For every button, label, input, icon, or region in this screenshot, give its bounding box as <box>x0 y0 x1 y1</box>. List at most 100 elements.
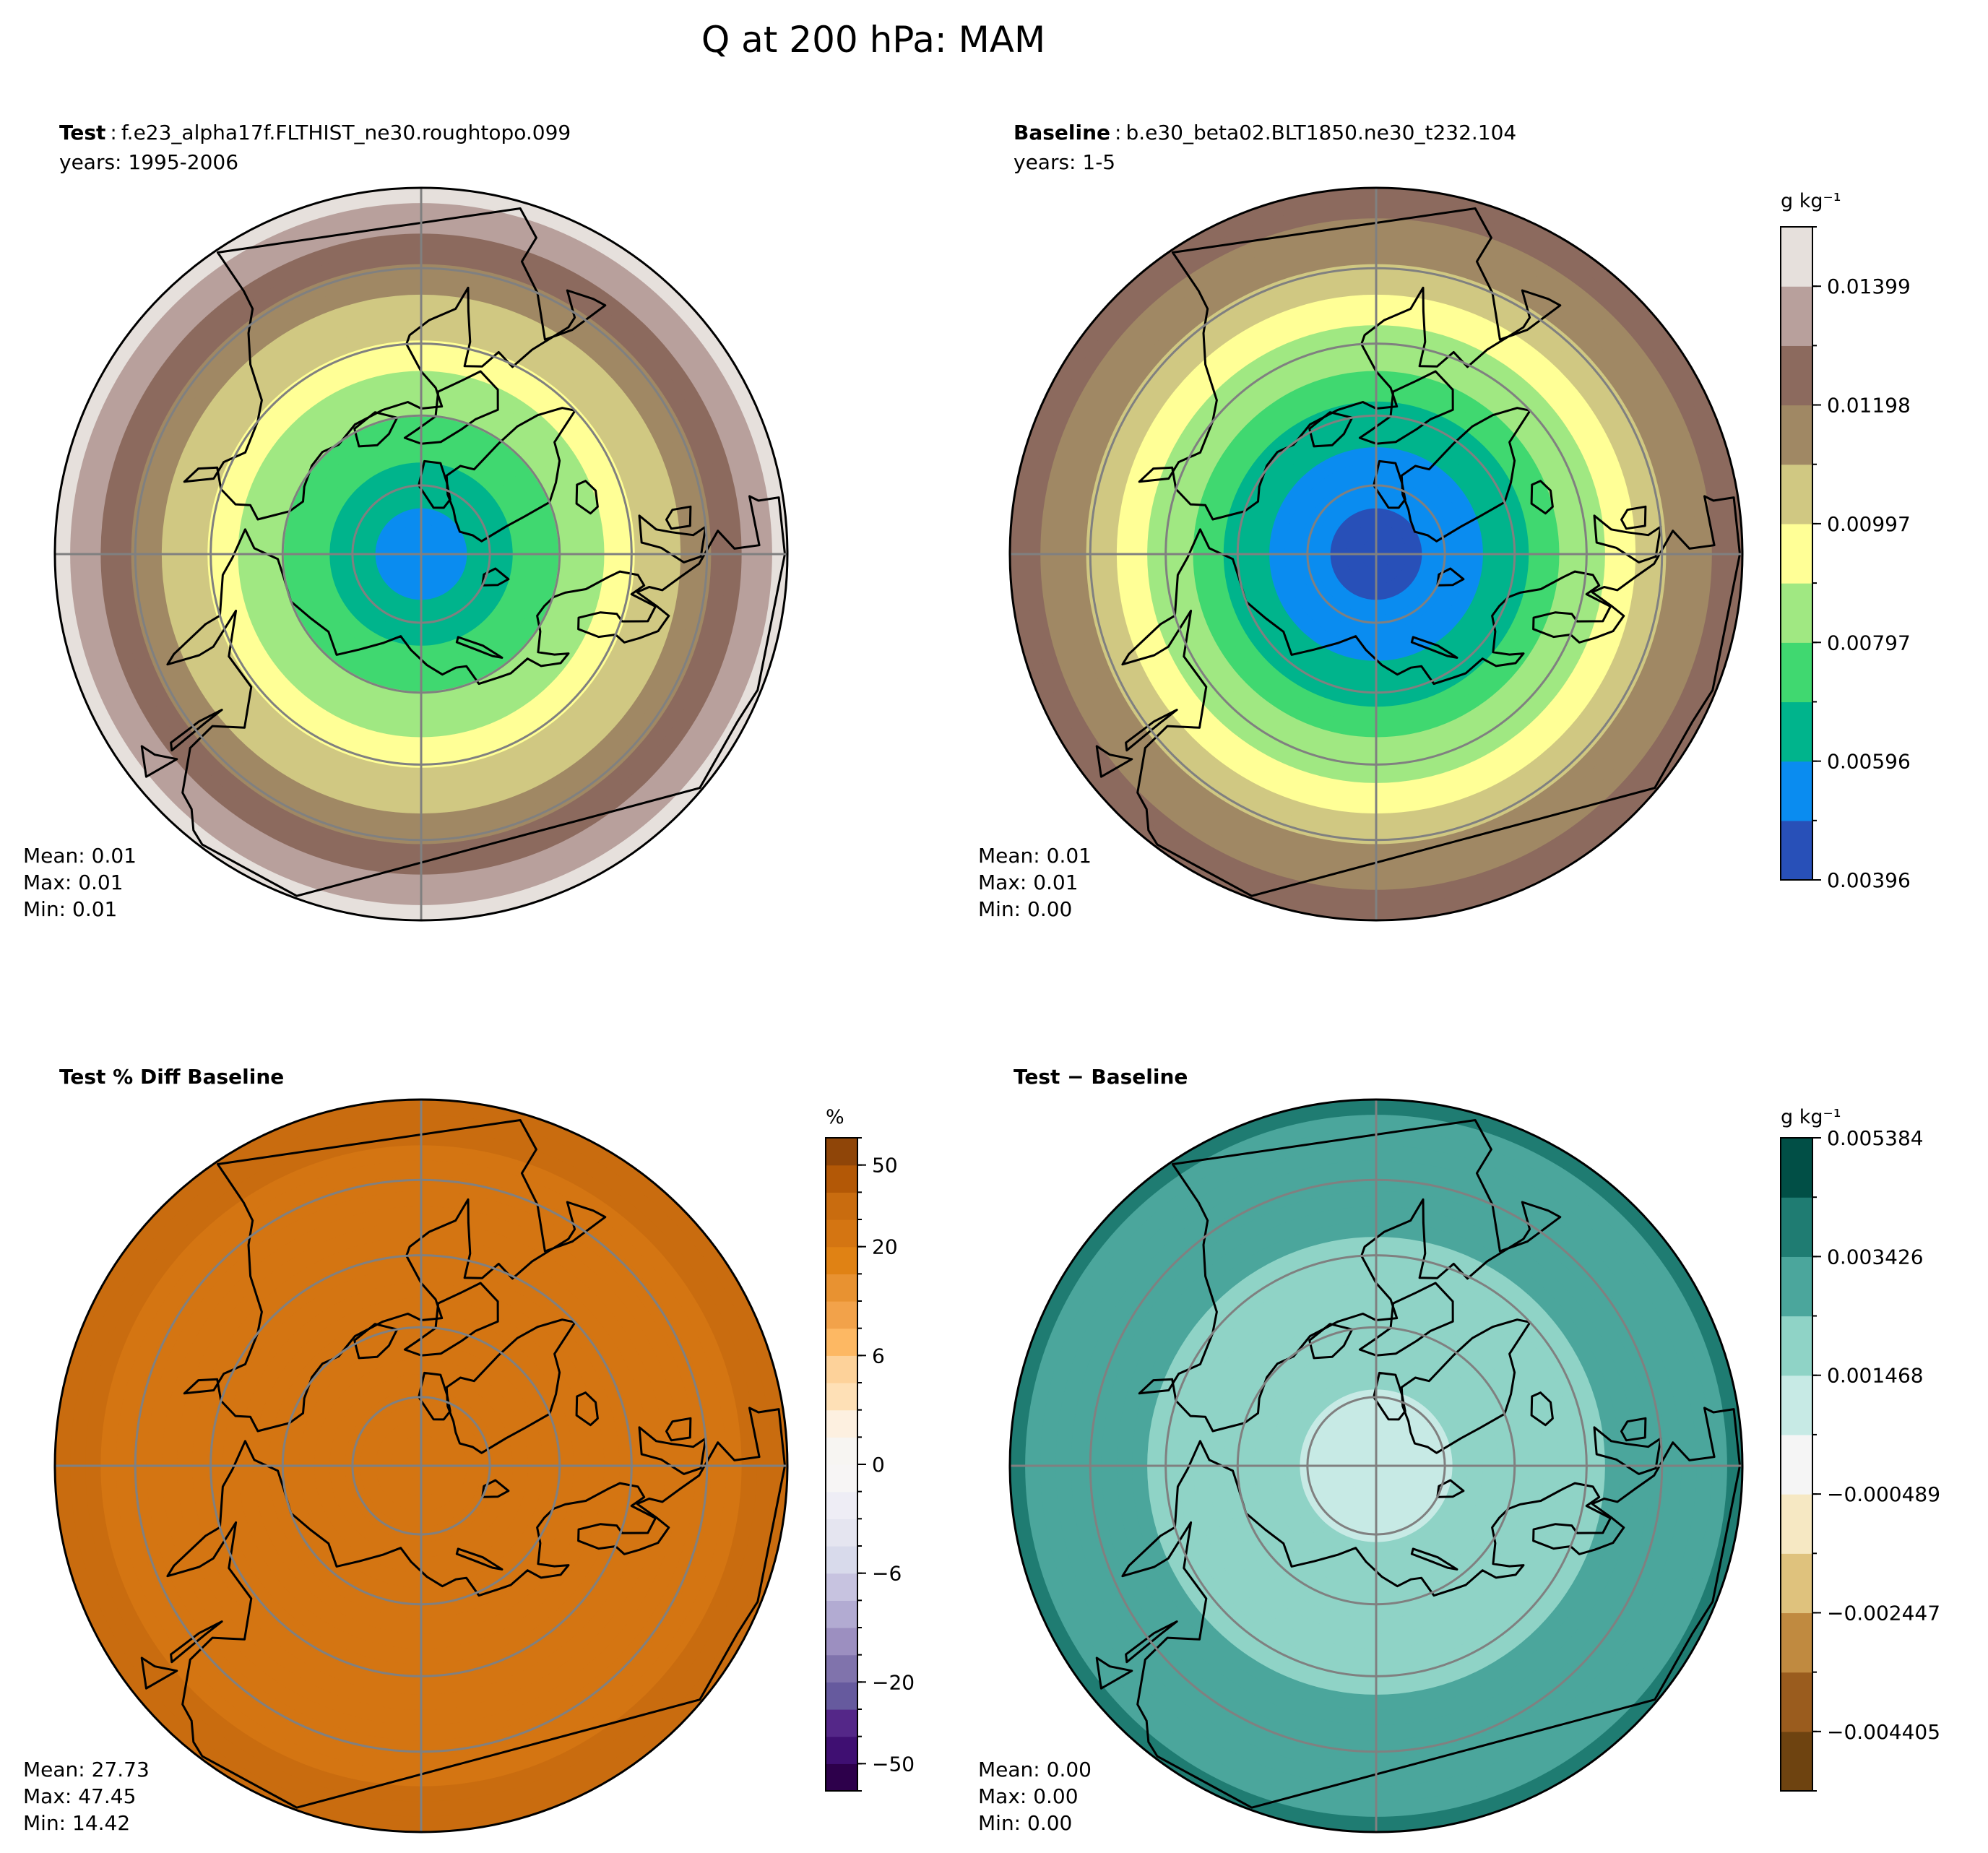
colorbar-tick-label: 6 <box>872 1344 885 1368</box>
coastline <box>1593 1426 1662 1475</box>
colorbar-swatch <box>826 1491 857 1519</box>
coastline <box>1095 745 1133 778</box>
colorbar-swatch <box>826 1573 857 1601</box>
colorbar-swatch <box>826 1383 857 1411</box>
colorbar-pct-diff: −50 −20 −6 0 6 20 50% <box>825 1106 915 1792</box>
colorbar-swatch <box>1781 1553 1812 1614</box>
map-contour-fill <box>53 1098 789 1833</box>
coastline <box>455 1547 504 1571</box>
colorbar-tick-label: 0.003426 <box>1827 1245 1924 1269</box>
coastline <box>1530 1391 1554 1427</box>
panel-title: Test − Baseline <box>1014 1065 1188 1089</box>
colorbar-unit: % <box>826 1106 844 1128</box>
panel-title: Baseline: b.e30_beta02.BLT1850.ne30_t232.… <box>1014 121 1516 144</box>
coastline <box>445 1318 576 1454</box>
colorbar-swatch <box>1781 1672 1812 1732</box>
colorbar-tick-label: −50 <box>872 1752 915 1776</box>
coastline <box>140 745 178 778</box>
coastline <box>1593 514 1662 563</box>
colorbar-swatch <box>1781 286 1812 346</box>
colorbar-swatch <box>1781 405 1812 465</box>
map-contour-fill <box>1008 1098 1744 1833</box>
colorbar-tick-label: 0.00396 <box>1827 868 1911 892</box>
coastline <box>1620 505 1647 530</box>
coastline <box>1138 207 1562 521</box>
coastline <box>445 407 576 543</box>
colorbar-swatch <box>1781 701 1812 762</box>
coastline <box>183 1119 607 1433</box>
colorbar-swatch <box>1781 464 1812 524</box>
colorbar-swatch <box>826 1219 857 1248</box>
map-boundary <box>1008 186 1744 922</box>
colorbar-swatch <box>1781 1197 1812 1257</box>
coastline <box>481 567 510 587</box>
colorbar-swatch <box>1781 1612 1812 1673</box>
colorbar-swatch <box>1781 523 1812 584</box>
map-contour-fill <box>53 186 789 922</box>
panel-abs-diff: Test − Baseline Mean: 0.00 Max: 0.00 Min… <box>978 1065 1940 1835</box>
panel-title-sep: : <box>1115 121 1121 144</box>
colorbar-swatch <box>1781 1375 1812 1435</box>
coastline <box>638 514 707 563</box>
coastline <box>1400 1318 1531 1454</box>
map-boundary <box>53 1098 789 1833</box>
colorbar-unit: g kg⁻¹ <box>1781 1106 1841 1128</box>
stat-mean: Mean: 0.01 <box>978 844 1092 868</box>
panel-years: years: 1-5 <box>1014 150 1115 174</box>
map-boundary <box>1008 1098 1744 1833</box>
colorbar-swatch <box>826 1546 857 1574</box>
colorbar-baseline: 0.00396 0.00596 0.00797 0.00997 0.01198 0.013… <box>1780 190 1911 892</box>
panel-years: years: 1995-2006 <box>59 150 238 174</box>
colorbar-swatch <box>1781 227 1812 287</box>
colorbar-tick-label: −0.000489 <box>1827 1482 1940 1506</box>
stat-mean: Mean: 0.01 <box>23 844 137 868</box>
colorbar-swatch <box>826 1328 857 1356</box>
colorbar-swatch <box>826 1628 857 1656</box>
coastline <box>1400 407 1531 543</box>
colorbar-swatch <box>826 1600 857 1628</box>
colorbar-swatch <box>826 1301 857 1329</box>
coastline <box>1410 1547 1458 1571</box>
colorbar-swatch <box>1781 820 1812 881</box>
colorbar-tick-label: 0.01198 <box>1827 394 1911 418</box>
colorbar-swatch <box>1781 1494 1812 1554</box>
stat-mean: Mean: 27.73 <box>23 1758 150 1781</box>
stat-max: Max: 0.01 <box>978 871 1079 894</box>
colorbar-tick-label: −20 <box>872 1670 915 1694</box>
colorbar-swatch <box>826 1274 857 1302</box>
coastline <box>183 207 607 521</box>
colorbar-swatch <box>826 1165 857 1193</box>
colorbar-tick-label: 0 <box>872 1453 885 1477</box>
colorbar-tick-label: −0.002447 <box>1827 1601 1940 1625</box>
coastline <box>1436 567 1465 587</box>
panel-title-bold: Test <box>59 121 105 144</box>
coastline <box>455 636 504 659</box>
colorbar-swatch <box>1781 761 1812 821</box>
colorbar-swatch <box>1781 583 1812 643</box>
colorbar-swatch <box>1781 1316 1812 1376</box>
coastline <box>1095 1657 1133 1690</box>
colorbar-tick-label: 0.001468 <box>1827 1364 1924 1388</box>
colorbar-tick-label: 0.005384 <box>1827 1126 1924 1150</box>
colorbar-swatch <box>826 1709 857 1737</box>
coastline <box>170 709 223 752</box>
graticule <box>1010 188 1742 920</box>
stat-min: Min: 0.00 <box>978 897 1072 921</box>
contour-bands <box>55 188 787 920</box>
stat-max: Max: 0.00 <box>978 1784 1079 1808</box>
colorbar-swatch <box>1781 1434 1812 1495</box>
coastline <box>140 1657 178 1690</box>
figure-title: Q at 200 hPa: MAM <box>701 19 1045 61</box>
stat-max: Max: 47.45 <box>23 1784 136 1808</box>
colorbar-swatch <box>826 1763 857 1792</box>
coastline <box>665 505 692 530</box>
coastline <box>1436 1479 1465 1498</box>
panel-pct-diff: Test % Diff Baseline Mean: 27.73 Max: 47… <box>23 1065 915 1835</box>
colorbar-swatch <box>826 1464 857 1493</box>
stat-min: Min: 0.00 <box>978 1811 1072 1835</box>
graticule <box>55 188 787 920</box>
colorbar-tick-label: 0.00596 <box>1827 750 1911 774</box>
colorbar-swatch <box>826 1192 857 1220</box>
colorbar-tick-label: 20 <box>872 1235 898 1259</box>
coastline <box>1620 1417 1647 1442</box>
